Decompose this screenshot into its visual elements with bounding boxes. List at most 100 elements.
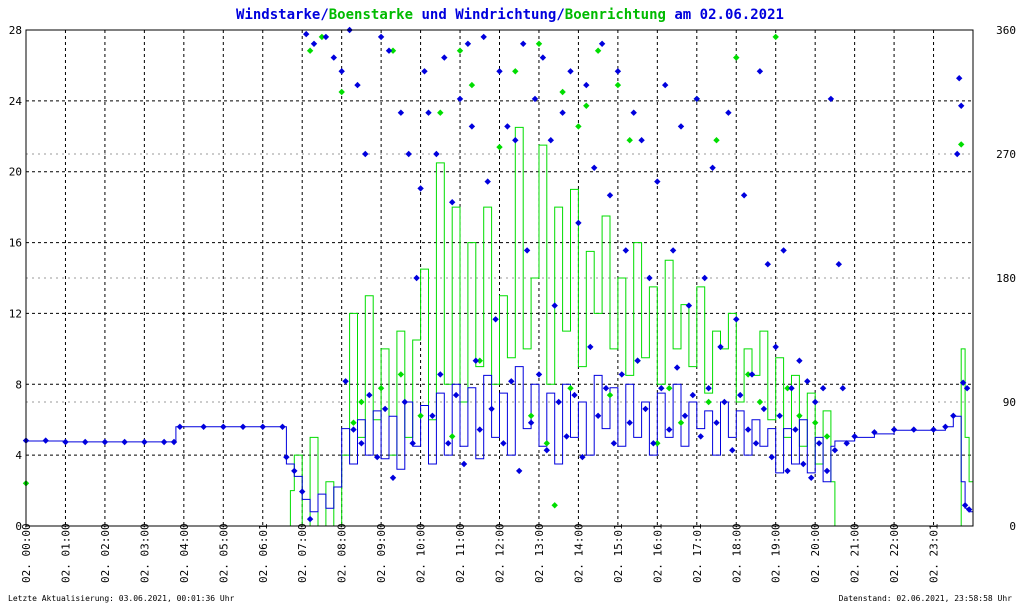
- windrichtung-point: [701, 274, 708, 282]
- boenrichtung-point: [476, 357, 483, 364]
- windrichtung-point: [141, 438, 148, 446]
- windrichtung-point: [512, 137, 519, 144]
- series-boenstarke: [286, 126, 973, 527]
- windrichtung-point: [760, 405, 768, 413]
- windrichtung-point: [433, 150, 440, 158]
- windrichtung-point: [500, 440, 507, 447]
- footer-last-update: Letzte Aktualisierung: 03.06.2021, 00:01…: [8, 594, 235, 603]
- windrichtung-point: [539, 54, 547, 61]
- windrichtung-point: [697, 433, 704, 440]
- windrichtung-point: [508, 378, 515, 385]
- windrichtung-point: [871, 429, 878, 436]
- boenrichtung-point: [713, 137, 720, 144]
- y-left-tick-label: 12: [9, 307, 22, 320]
- x-tick-label: 02. 21:00: [849, 523, 862, 583]
- windrichtung-point: [737, 391, 744, 399]
- windrichtung-point: [42, 437, 49, 444]
- windrichtung-point: [176, 423, 184, 430]
- boenrichtung-point: [350, 419, 357, 426]
- boenrichtung-point: [449, 433, 456, 440]
- x-tick-label: 02. 20:00: [809, 523, 822, 583]
- y-right-tick-label: 0: [1009, 520, 1016, 533]
- windrichtung-point: [819, 385, 827, 392]
- x-tick-label: 02. 16:01: [651, 523, 664, 583]
- windrichtung-point: [658, 385, 665, 392]
- x-tick-label: 02. 17:01: [691, 523, 704, 583]
- windrichtung-point: [535, 371, 543, 378]
- plot-frame: [25, 29, 974, 527]
- windrichtung-point: [792, 426, 799, 433]
- boenrichtung-point: [583, 102, 590, 109]
- boenrichtung-point: [306, 47, 314, 54]
- windrichtung-point: [460, 460, 468, 468]
- windrichtung-point: [381, 405, 389, 413]
- windrichtung-point: [429, 412, 436, 419]
- windrichtung-point: [583, 81, 590, 89]
- windrichtung-point: [594, 412, 602, 419]
- windrichtung-point: [959, 379, 967, 386]
- boenstarke-line: [286, 126, 973, 527]
- windrichtung-point: [555, 398, 562, 406]
- windrichtung-point: [322, 33, 330, 41]
- windrichtung-point: [385, 47, 393, 54]
- windrichtung-point: [492, 316, 499, 323]
- windrichtung-point: [121, 438, 128, 446]
- windrichtung-point: [468, 123, 476, 130]
- windrichtung-point: [685, 302, 693, 309]
- windrichtung-point: [662, 81, 669, 89]
- windrichtung-point: [413, 274, 420, 282]
- windrichtung-point: [389, 474, 397, 481]
- windrichtung-point: [950, 412, 957, 419]
- boenrichtung-point: [796, 412, 803, 419]
- boenrichtung-point: [551, 502, 558, 509]
- boenrichtung-point: [666, 385, 673, 392]
- windrichtung-point: [504, 123, 511, 130]
- windrichtung-point: [101, 438, 109, 446]
- x-tick-label: 02. 18:00: [730, 523, 743, 583]
- y-axis-right: 0 90 180 270 360: [996, 24, 1016, 533]
- windstarke-line: [26, 366, 973, 513]
- boenrichtung-point: [535, 40, 543, 47]
- x-tick-label: 02. 11:00: [454, 523, 467, 583]
- boenrichtung-point: [318, 33, 326, 41]
- windrichtung-point: [669, 247, 677, 254]
- windrichtung-point: [890, 426, 898, 433]
- windrichtung-point: [740, 192, 748, 199]
- windrichtung-point: [571, 391, 578, 399]
- x-tick-label: 02. 08:00: [336, 523, 349, 583]
- windrichtung-point: [350, 426, 357, 433]
- windrichtung-point: [752, 440, 760, 447]
- series-windstarke: [26, 366, 973, 513]
- title-part-1: /: [320, 7, 328, 23]
- windrichtung-point: [677, 123, 685, 130]
- boenrichtung-point: [496, 143, 503, 151]
- windrichtung-point: [910, 426, 917, 433]
- y-left-tick-label: 24: [9, 95, 23, 108]
- windrichtung-point: [618, 371, 625, 378]
- windrichtung-point: [239, 423, 247, 430]
- windrichtung-point: [654, 178, 661, 185]
- windrichtung-point: [421, 68, 428, 75]
- windrichtung-point: [563, 433, 570, 440]
- footer-data-status: Datenstand: 02.06.2021, 23:58:58 Uhr: [839, 594, 1013, 603]
- title-part-2: Boenstarke: [329, 7, 413, 23]
- windrichtung-point: [547, 137, 554, 144]
- windrichtung-point: [796, 357, 803, 364]
- windrichtung-point: [531, 95, 539, 103]
- boenrichtung-point: [677, 419, 685, 426]
- windrichtung-point: [374, 453, 381, 461]
- windrichtung-point: [958, 102, 965, 109]
- windrichtung-point: [630, 109, 637, 116]
- windrichtung-point: [559, 109, 566, 116]
- boenrichtung-point: [389, 47, 397, 54]
- boenrichtung-point: [559, 88, 566, 96]
- boenrichtung-point: [823, 433, 831, 440]
- boenrichtung-point: [512, 68, 519, 75]
- boenrichtung-point: [705, 398, 712, 406]
- x-tick-label: 02. 02:00: [99, 523, 112, 583]
- y-right-tick-label: 90: [1003, 396, 1016, 409]
- windrichtung-point: [954, 150, 961, 158]
- windrichtung-point: [725, 109, 732, 116]
- windrichtung-point: [602, 385, 610, 392]
